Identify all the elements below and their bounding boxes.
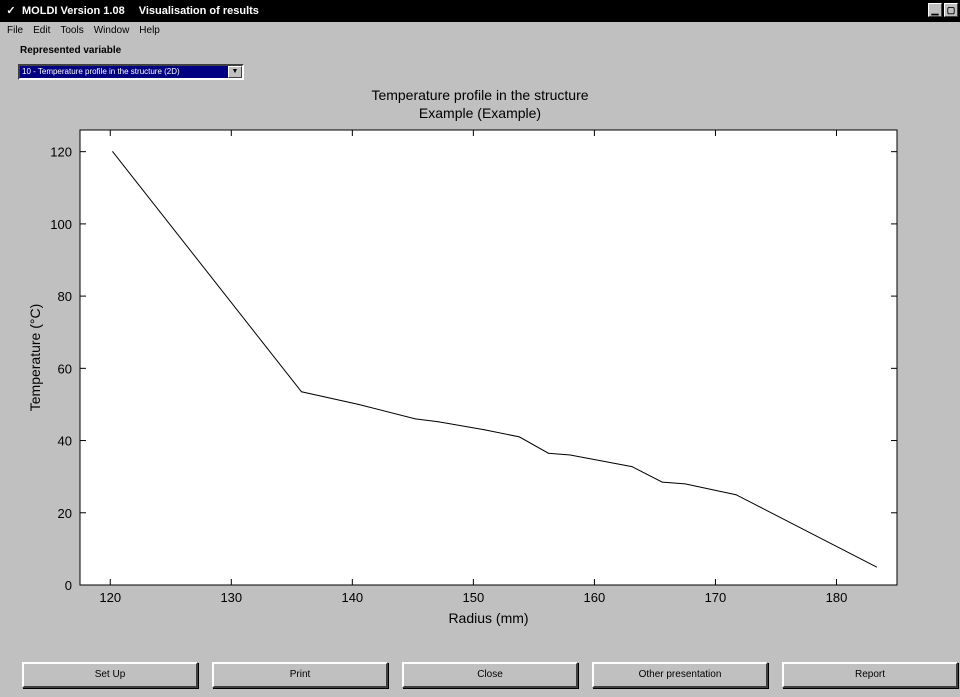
y-axis-label: Temperature (°C) [27, 304, 43, 412]
chart-title: Temperature profile in the structure [371, 87, 589, 103]
data-point [414, 418, 416, 420]
data-point [483, 429, 485, 431]
data-point [661, 481, 663, 483]
x-tick-label: 170 [705, 590, 727, 605]
data-point [437, 421, 439, 423]
x-tick-label: 120 [99, 590, 121, 605]
chevron-down-icon[interactable]: ▼ [228, 66, 242, 78]
data-point [300, 391, 302, 393]
app-name: MOLDI Version 1.08 [22, 5, 125, 17]
maximize-icon[interactable]: ▢ [944, 3, 958, 17]
x-tick-label: 130 [220, 590, 242, 605]
y-tick-label: 60 [58, 361, 72, 376]
menu-bar: File Edit Tools Window Help [0, 22, 960, 39]
window-controls: ▁ ▢ [928, 3, 958, 17]
plot-area [79, 129, 898, 586]
y-tick-label: 40 [58, 434, 72, 449]
app-icon[interactable]: ✓ [6, 5, 16, 17]
temperature-line [112, 151, 877, 568]
report-button[interactable]: Report [782, 662, 958, 688]
y-tick-label: 20 [58, 506, 72, 521]
menu-file[interactable]: File [7, 25, 24, 36]
x-tick-label: 150 [463, 590, 485, 605]
chart-subtitle: Example (Example) [418, 105, 542, 121]
data-point [357, 403, 359, 405]
data-point [631, 466, 633, 468]
x-tick-label: 140 [341, 590, 363, 605]
menu-help[interactable]: Help [139, 25, 160, 36]
data-point [569, 454, 571, 456]
data-point [684, 483, 686, 485]
data-point [735, 494, 737, 496]
variable-label: Represented variable [20, 45, 122, 56]
variable-select-value[interactable]: 10 - Temperature profile in the structur… [20, 66, 228, 78]
window-titlebar: ✓ MOLDI Version 1.08 Visualisation of re… [0, 0, 960, 22]
y-tick-label: 80 [58, 289, 72, 304]
x-tick-label: 180 [826, 590, 848, 605]
x-axis-label: Radius (mm) [448, 610, 528, 626]
other-presentation-button[interactable]: Other presentation [592, 662, 768, 688]
menu-edit[interactable]: Edit [33, 25, 51, 36]
variable-select[interactable]: 10 - Temperature profile in the structur… [18, 64, 244, 80]
y-tick-label: 100 [50, 217, 72, 232]
y-tick-label: 120 [50, 145, 72, 160]
setup-button[interactable]: Set Up [22, 662, 198, 688]
menu-tools[interactable]: Tools [60, 25, 84, 36]
menu-window[interactable]: Window [93, 25, 130, 36]
print-button[interactable]: Print [212, 662, 388, 688]
y-tick-label: 0 [65, 578, 72, 593]
data-point [875, 566, 877, 568]
x-tick-label: 160 [584, 590, 606, 605]
window-title: Visualisation of results [138, 5, 259, 17]
data-point [112, 151, 114, 153]
minimize-icon[interactable]: ▁ [928, 3, 942, 17]
data-point [518, 436, 520, 438]
data-point [547, 452, 549, 454]
close-button[interactable]: Close [402, 662, 578, 688]
